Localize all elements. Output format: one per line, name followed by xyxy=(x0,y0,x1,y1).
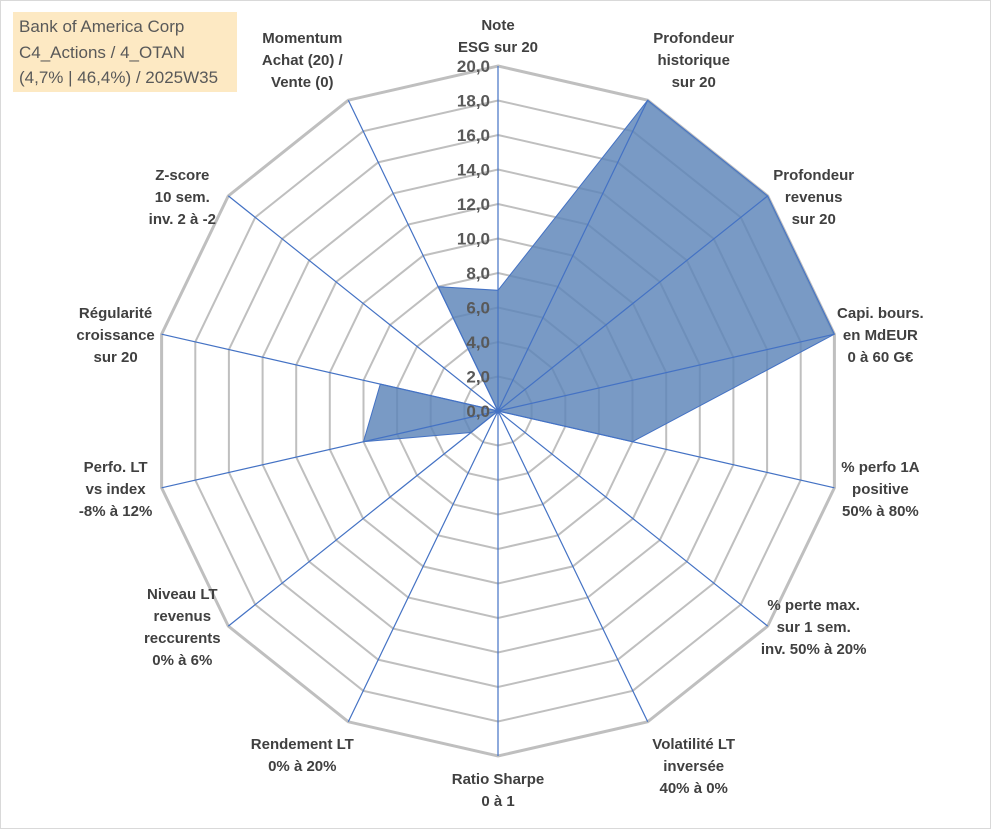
axis-category-label: Momentum Achat (20) / Vente (0) xyxy=(262,30,344,91)
axis-spoke xyxy=(347,99,499,412)
axis-label-line: Momentum xyxy=(262,30,342,47)
radial-tick-label: 16,0 xyxy=(457,126,490,145)
axis-label-line: sur 20 xyxy=(93,349,137,366)
axis-category-label: Perfo. LT vs index -8% à 12% xyxy=(79,459,152,520)
axis-category-label: Profondeur historique sur 20 xyxy=(653,30,734,91)
axis-category-label: Rendement LT 0% à 20% xyxy=(251,736,354,775)
axis-spoke xyxy=(347,410,499,723)
axis-spoke xyxy=(497,333,835,412)
axis-label-line: 40% à 0% xyxy=(660,780,728,797)
axis-label-line: sur 20 xyxy=(792,211,836,228)
axis-label-line: ESG sur 20 xyxy=(458,39,538,56)
axis-label-line: reccurents xyxy=(144,630,221,647)
axis-category-label: Régularité croissance sur 20 xyxy=(76,305,154,366)
axis-label-line: Perfo. LT xyxy=(84,459,148,476)
axis-label-line: Achat (20) / xyxy=(262,52,344,69)
axis-label-line: Régularité xyxy=(79,305,152,322)
axis-label-line: inv. 2 à -2 xyxy=(149,211,216,228)
radial-tick-label: 18,0 xyxy=(457,92,490,111)
info-category: C4_Actions / 4_OTAN xyxy=(19,42,185,62)
axis-label-line: 0 à 60 G€ xyxy=(847,349,914,366)
axis-spoke xyxy=(161,333,499,412)
radial-tick-label: 6,0 xyxy=(466,299,490,318)
axis-spoke xyxy=(497,410,649,723)
axis-label-line: Niveau LT xyxy=(147,586,218,603)
info-weights-week: (4,7% | 46,4%) / 2025W35 xyxy=(19,68,219,87)
axis-category-label: Capi. bours. en MdEUR 0 à 60 G€ xyxy=(837,305,924,366)
axis-label-line: inversée xyxy=(663,758,724,775)
axis-label-line: positive xyxy=(852,481,909,498)
axis-label-line: inv. 50% à 20% xyxy=(761,641,867,658)
axis-category-label: Niveau LT revenus reccurents 0% à 6% xyxy=(144,586,221,669)
axis-spoke xyxy=(161,410,499,489)
axis-spoke xyxy=(497,410,769,627)
axis-label-layer: Note ESG sur 20 Profondeur historique sur 20… xyxy=(76,17,923,810)
axis-label-line: Ratio Sharpe xyxy=(452,771,545,788)
axis-spoke xyxy=(227,195,499,412)
radial-tick-label: 2,0 xyxy=(466,368,490,387)
radial-tick-label: 4,0 xyxy=(466,333,490,352)
axis-category-label: % perte max. sur 1 sem. inv. 50% à 20% xyxy=(761,597,867,658)
axis-label-line: 0 à 1 xyxy=(481,793,514,810)
radial-tick-label: 10,0 xyxy=(457,230,490,249)
axis-label-line: Rendement LT xyxy=(251,736,354,753)
axis-label-line: revenus xyxy=(154,608,212,625)
axis-label-line: 0% à 6% xyxy=(152,652,212,669)
axis-category-label: Note ESG sur 20 xyxy=(458,17,538,56)
axis-label-line: croissance xyxy=(76,327,154,344)
axis-label-line: Capi. bours. xyxy=(837,305,924,322)
axis-label-line: sur 20 xyxy=(672,74,716,91)
axis-category-label: Ratio Sharpe 0 à 1 xyxy=(452,771,545,810)
axis-label-line: Z-score xyxy=(155,167,209,184)
axis-label-line: Note xyxy=(481,17,514,34)
info-company-name: Bank of America Corp xyxy=(19,17,185,36)
axis-spoke xyxy=(497,410,835,489)
spoke-layer xyxy=(161,66,835,756)
axis-category-label: % perfo 1A positive 50% à 80% xyxy=(841,459,920,520)
radial-tick-label: 8,0 xyxy=(466,264,490,283)
axis-category-label: Volatilité LT inversée 40% à 0% xyxy=(652,736,735,797)
axis-label-line: % perte max. xyxy=(767,597,860,614)
axis-label-line: Volatilité LT xyxy=(652,736,735,753)
axis-label-line: Profondeur xyxy=(653,30,734,47)
axis-label-line: % perfo 1A xyxy=(841,459,920,476)
axis-label-line: revenus xyxy=(785,189,843,206)
axis-label-line: 10 sem. xyxy=(155,189,210,206)
axis-label-line: en MdEUR xyxy=(843,327,918,344)
axis-label-line: sur 1 sem. xyxy=(777,619,851,636)
axis-label-line: Profondeur xyxy=(773,167,854,184)
axis-label-line: vs index xyxy=(86,481,147,498)
axis-label-line: Vente (0) xyxy=(271,74,334,91)
axis-category-label: Z-score 10 sem. inv. 2 à -2 xyxy=(149,167,216,228)
axis-label-line: 50% à 80% xyxy=(842,503,919,520)
radial-tick-label: 12,0 xyxy=(457,195,490,214)
axis-spoke xyxy=(497,99,649,412)
info-box: Bank of America Corp C4_Actions / 4_OTAN… xyxy=(13,12,237,92)
radial-tick-label: 14,0 xyxy=(457,161,490,180)
radial-tick-label: 20,0 xyxy=(457,57,490,76)
axis-label-line: historique xyxy=(657,52,730,69)
axis-label-line: 0% à 20% xyxy=(268,758,336,775)
tick-label-layer: 0,0 2,0 4,0 6,0 8,0 10,0 12,0 14,0 16,0 18,0 20,0 xyxy=(457,57,490,421)
axis-label-line: -8% à 12% xyxy=(79,503,152,520)
axis-spoke xyxy=(227,410,499,627)
axis-category-label: Profondeur revenus sur 20 xyxy=(773,167,854,228)
axis-spoke xyxy=(497,195,769,412)
radial-tick-label: 0,0 xyxy=(466,402,490,421)
